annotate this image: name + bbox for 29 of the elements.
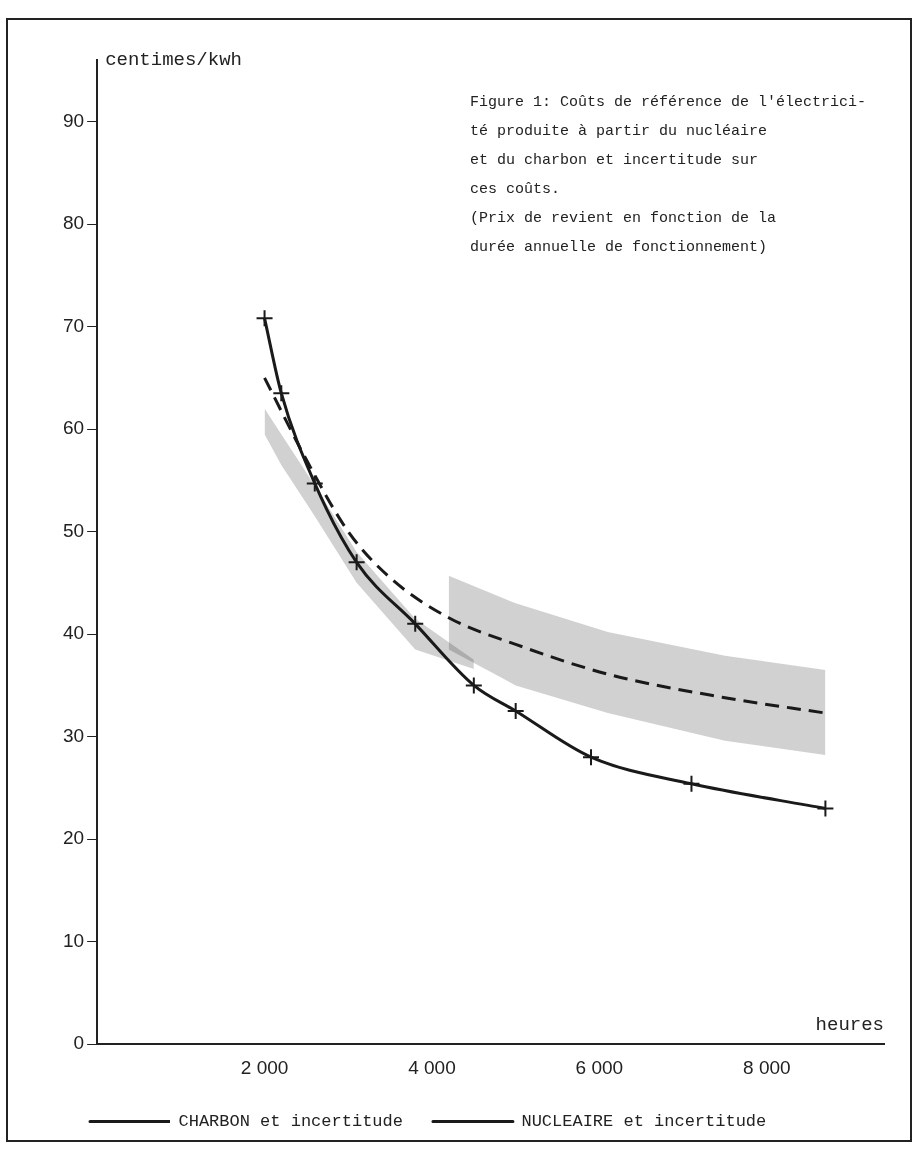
legend-label: CHARBON et incertitude	[178, 1112, 403, 1131]
text: Figure 1: Coûts de référence de l'électrici- té produite à partir du nucléaire et du charbon et incertitude sur ces coûts. (Prix de revient en fonction de la durée annuelle de fonctionnement)	[470, 93, 867, 258]
x-tick-label: 6 000	[575, 1056, 624, 1078]
y-tick-label: 90	[62, 109, 85, 131]
y-tick-label: 10	[62, 929, 85, 951]
point	[272, 384, 291, 403]
point	[464, 676, 483, 695]
point	[347, 553, 366, 572]
point	[582, 748, 601, 767]
point	[255, 309, 274, 328]
point	[305, 474, 324, 493]
x-axis-title: heures	[815, 1013, 884, 1036]
y-tick-label: 60	[62, 417, 85, 439]
point	[506, 702, 525, 721]
y-tick-label: 40	[62, 622, 85, 644]
y-tick-label: 80	[62, 212, 85, 234]
y-tick-label: 20	[62, 827, 85, 849]
point	[682, 774, 701, 793]
legend-label: NUCLEAIRE et incertitude	[521, 1112, 767, 1131]
point	[816, 799, 835, 818]
y-tick-label: 0	[73, 1032, 85, 1054]
y-tick-label: 70	[62, 314, 85, 336]
x-tick-label: 8 000	[743, 1056, 791, 1078]
y-tick-label: 30	[62, 724, 85, 746]
point	[406, 614, 425, 633]
x-tick-label: 4 000	[408, 1056, 456, 1078]
x-tick-label: 2 000	[240, 1056, 289, 1078]
y-axis-title: centimes/kwh	[105, 49, 242, 72]
y-tick-label: 50	[62, 519, 85, 541]
